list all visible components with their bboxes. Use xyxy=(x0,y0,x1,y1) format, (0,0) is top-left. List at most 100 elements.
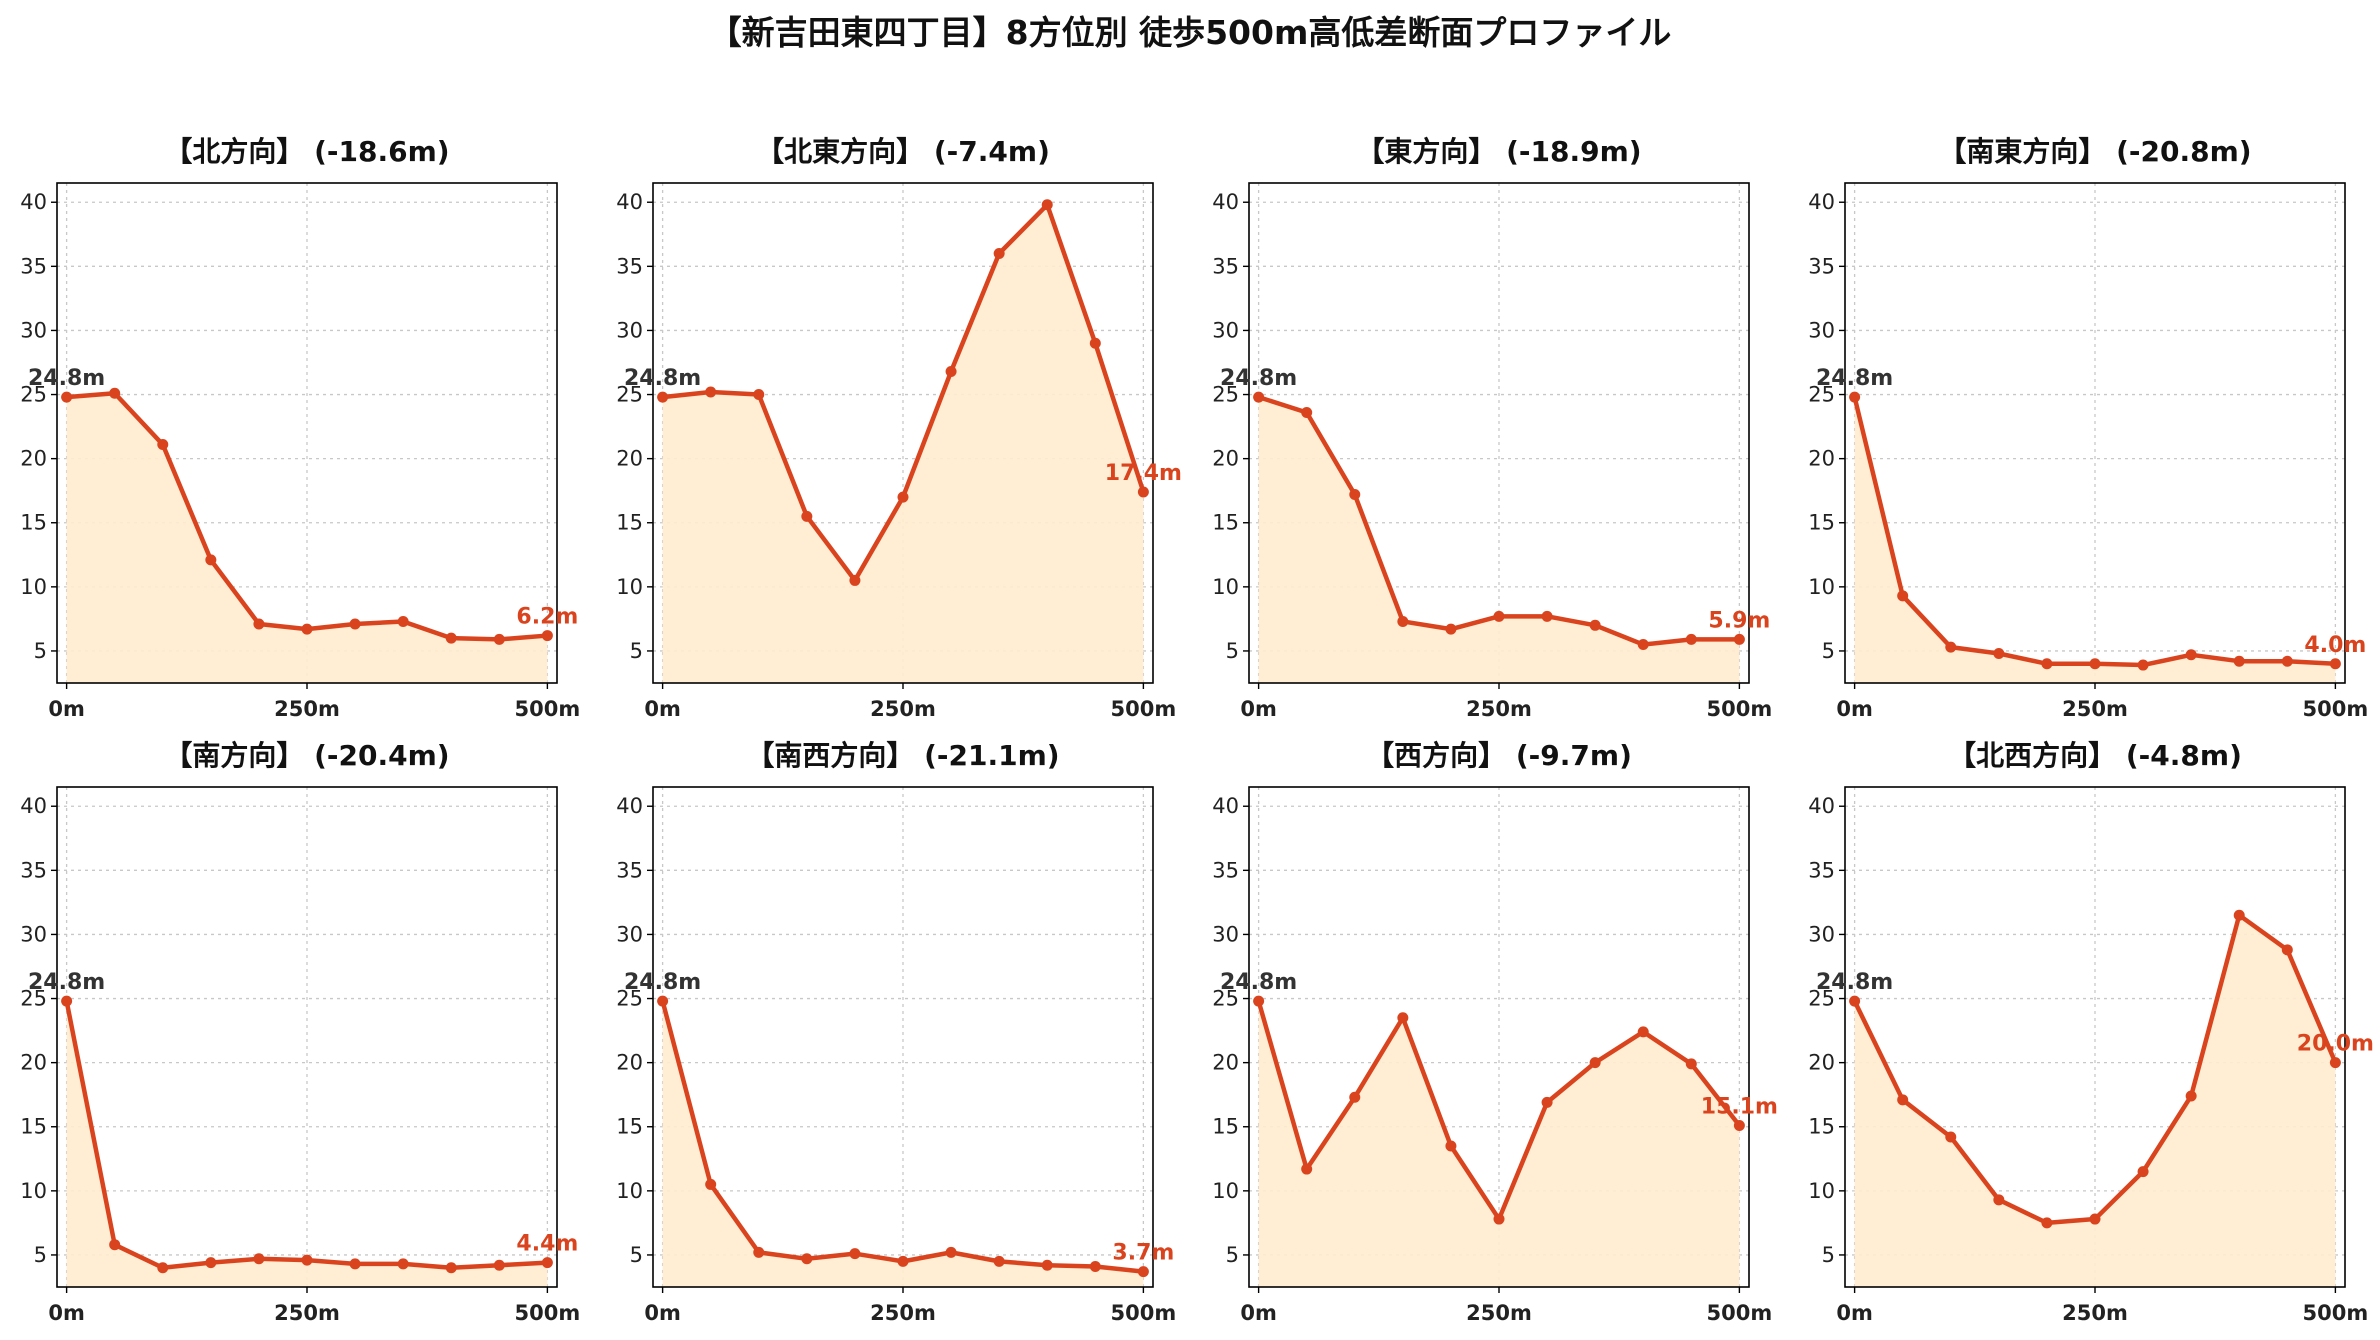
y-tick-label: 25 xyxy=(616,987,643,1011)
end-elevation-label: 3.7m xyxy=(1112,1241,1174,1266)
x-tick-label: 500m xyxy=(1111,697,1177,721)
elevation-point xyxy=(2233,655,2245,667)
profile-panel: 【南西方向】 (-21.1m) 5 10 15 20 25 30 35 40 0m 250m 500m… xyxy=(616,739,1176,1325)
y-tick-label: 35 xyxy=(20,254,47,278)
y-tick-label: 30 xyxy=(1808,922,1835,946)
elevation-point xyxy=(1945,641,1957,653)
panel-title: 【北東方向】 (-7.4m) xyxy=(756,135,1050,168)
y-tick-label: 20 xyxy=(1808,1051,1835,1075)
elevation-point xyxy=(1253,995,1265,1007)
y-tick-label: 10 xyxy=(1212,1179,1239,1203)
elevation-point xyxy=(349,1258,361,1270)
elevation-point xyxy=(541,1257,553,1269)
elevation-point xyxy=(2281,655,2293,667)
elevation-point xyxy=(301,623,313,635)
start-elevation-label: 24.8m xyxy=(624,970,701,995)
x-tick-label: 0m xyxy=(48,697,85,721)
elevation-point xyxy=(1349,1091,1361,1103)
y-tick-label: 10 xyxy=(1808,1179,1835,1203)
profile-panel: 【北西方向】 (-4.8m) 5 10 15 20 25 30 35 40 0m 250m 500m 2… xyxy=(1808,739,2374,1325)
y-tick-label: 10 xyxy=(616,1179,643,1203)
panel-title: 【東方向】 (-18.9m) xyxy=(1356,135,1641,168)
elevation-area xyxy=(1258,397,1740,683)
elevation-point xyxy=(1849,995,1861,1007)
elevation-point xyxy=(993,1255,1005,1267)
elevation-point xyxy=(1445,623,1457,635)
elevation-point xyxy=(109,1239,121,1251)
profile-panel: 【南方向】 (-20.4m) 5 10 15 20 25 30 35 40 0m 250m 500m 2… xyxy=(20,739,580,1325)
axes-frame xyxy=(56,786,558,1288)
y-tick-label: 40 xyxy=(616,190,643,214)
y-tick-label: 25 xyxy=(20,383,47,407)
end-elevation-label: 20.0m xyxy=(2297,1032,2374,1057)
y-tick-label: 30 xyxy=(616,922,643,946)
elevation-point xyxy=(1849,391,1861,403)
panel-title: 【西方向】 (-9.7m) xyxy=(1366,739,1632,772)
elevation-area xyxy=(662,1001,1144,1287)
x-tick-label: 250m xyxy=(274,697,340,721)
end-elevation-label: 15.1m xyxy=(1701,1094,1778,1119)
elevation-point xyxy=(2281,944,2293,956)
y-tick-label: 5 xyxy=(34,639,47,663)
y-tick-label: 15 xyxy=(616,511,643,535)
y-tick-label: 10 xyxy=(1212,575,1239,599)
y-tick-label: 20 xyxy=(20,447,47,471)
elevation-point xyxy=(945,365,957,377)
elevation-point xyxy=(301,1254,313,1266)
elevation-point xyxy=(657,995,669,1007)
x-tick-label: 500m xyxy=(515,1301,581,1325)
profile-panel: 【北方向】 (-18.6m) 5 10 15 20 25 30 35 40 0m 250m 500m 2… xyxy=(20,135,580,721)
y-tick-label: 20 xyxy=(1212,447,1239,471)
end-elevation-label: 4.0m xyxy=(2304,633,2366,658)
elevation-point xyxy=(2185,649,2197,661)
y-tick-label: 5 xyxy=(1822,1243,1835,1267)
x-tick-label: 0m xyxy=(48,1301,85,1325)
y-tick-label: 10 xyxy=(20,1179,47,1203)
elevation-point xyxy=(493,633,505,645)
elevation-point xyxy=(1445,1140,1457,1152)
elevation-point xyxy=(109,387,121,399)
x-tick-label: 250m xyxy=(1466,697,1532,721)
start-elevation-label: 24.8m xyxy=(1816,366,1893,391)
y-tick-label: 5 xyxy=(630,1243,643,1267)
axes-frame xyxy=(1844,182,2346,684)
elevation-point xyxy=(1685,633,1697,645)
panel-title: 【北西方向】 (-4.8m) xyxy=(1948,739,2242,772)
x-tick-label: 0m xyxy=(1240,697,1277,721)
y-tick-label: 10 xyxy=(616,575,643,599)
profile-panel: 【北東方向】 (-7.4m) 5 10 15 20 25 30 35 40 0m 250m 500m 2… xyxy=(616,135,1182,721)
elevation-point xyxy=(1993,648,2005,660)
elevation-point xyxy=(1541,1096,1553,1108)
elevation-point xyxy=(205,1257,217,1269)
elevation-point xyxy=(2185,1090,2197,1102)
x-tick-label: 250m xyxy=(2062,1301,2128,1325)
elevation-point xyxy=(445,632,457,644)
elevation-point xyxy=(2329,658,2341,670)
end-elevation-label: 4.4m xyxy=(516,1232,578,1257)
elevation-point xyxy=(1897,590,1909,602)
y-tick-label: 10 xyxy=(20,575,47,599)
y-tick-label: 30 xyxy=(1212,318,1239,342)
elevation-point xyxy=(541,630,553,642)
elevation-point xyxy=(1685,1058,1697,1070)
elevation-point xyxy=(849,574,861,586)
elevation-point xyxy=(61,391,73,403)
x-tick-label: 0m xyxy=(1240,1301,1277,1325)
y-tick-label: 25 xyxy=(616,383,643,407)
y-tick-label: 20 xyxy=(616,447,643,471)
y-tick-label: 5 xyxy=(1822,639,1835,663)
panel-title: 【南西方向】 (-21.1m) xyxy=(746,739,1059,772)
start-elevation-label: 24.8m xyxy=(28,970,105,995)
elevation-point xyxy=(897,491,909,503)
y-tick-label: 20 xyxy=(1212,1051,1239,1075)
y-tick-label: 5 xyxy=(630,639,643,663)
elevation-point xyxy=(657,391,669,403)
profile-panel: 【南東方向】 (-20.8m) 5 10 15 20 25 30 35 40 0m 250m 500m… xyxy=(1808,135,2368,721)
elevation-point xyxy=(1089,337,1101,349)
y-tick-label: 30 xyxy=(1808,318,1835,342)
end-elevation-label: 6.2m xyxy=(516,605,578,630)
elevation-point xyxy=(1897,1094,1909,1106)
x-tick-label: 0m xyxy=(1836,697,1873,721)
x-tick-label: 250m xyxy=(2062,697,2128,721)
elevation-point xyxy=(1493,610,1505,622)
